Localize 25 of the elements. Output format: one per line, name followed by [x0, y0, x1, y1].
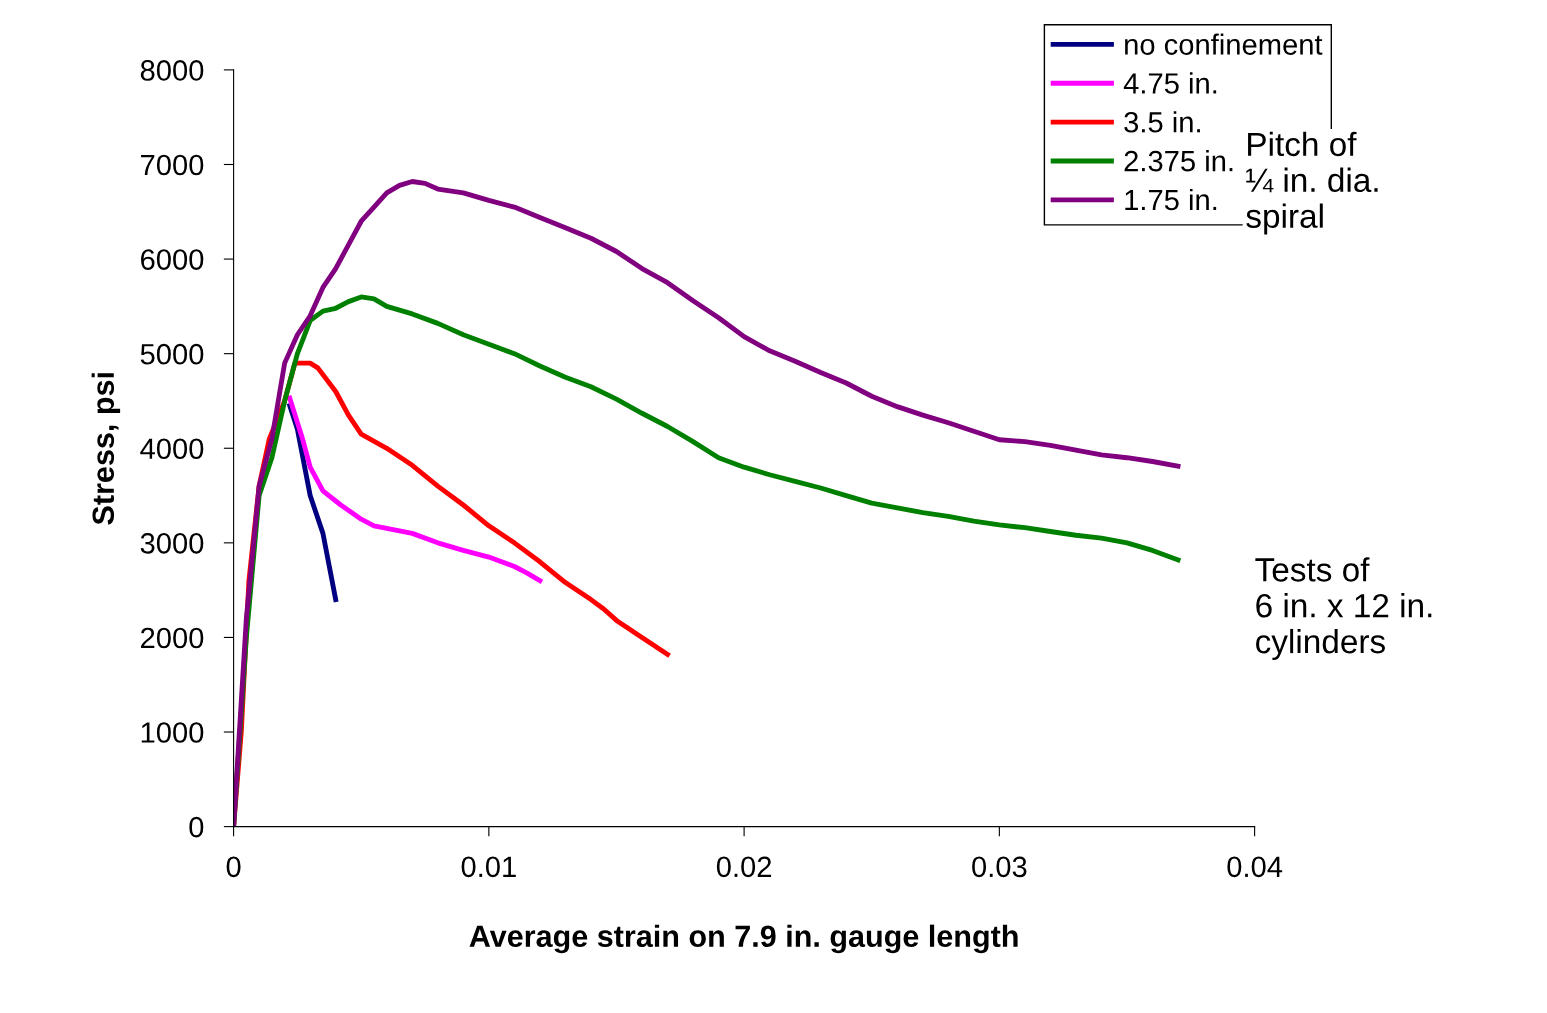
legend-label: 1.75 in.: [1125, 188, 1217, 211]
y-tick-label: 2000: [141, 627, 204, 649]
y-tick-label: 6000: [141, 249, 204, 270]
y-tick-label: 5000: [140, 343, 204, 365]
x-axis-title: Average strain on 7.9 in. gauge length: [469, 924, 1018, 954]
x-tick-label: 0.02: [716, 856, 772, 878]
y-tick-label: 1000: [141, 722, 204, 743]
y-tick-label: 0: [189, 816, 204, 838]
legend-label: no confinement: [1125, 33, 1323, 55]
x-tick-label: 0.03: [972, 856, 1027, 878]
y-tick-label: 8000: [140, 60, 204, 81]
legend-label: 3.5 in.: [1124, 111, 1200, 133]
x-tick-label: 0.04: [1227, 856, 1283, 878]
y-tick-label: 7000: [141, 154, 204, 176]
y-tick-label: 3000: [140, 533, 204, 554]
y-tick-label: 4000: [140, 438, 204, 460]
line-series: [233, 179, 1181, 827]
text: Tests of 6 in. x 12 in. cylinders: [1255, 557, 1432, 661]
line-series: [287, 395, 543, 584]
x-tick-label: 0.01: [461, 856, 516, 878]
annotation: Pitch of ¼ in. dia. spiral: [1246, 131, 1378, 235]
legend-label: 2.375 in.: [1124, 150, 1233, 172]
y-axis-title: Stress, psi: [91, 373, 121, 525]
legend-label: 4.75 in.: [1123, 72, 1217, 94]
x-tick-label: 0: [226, 856, 241, 878]
